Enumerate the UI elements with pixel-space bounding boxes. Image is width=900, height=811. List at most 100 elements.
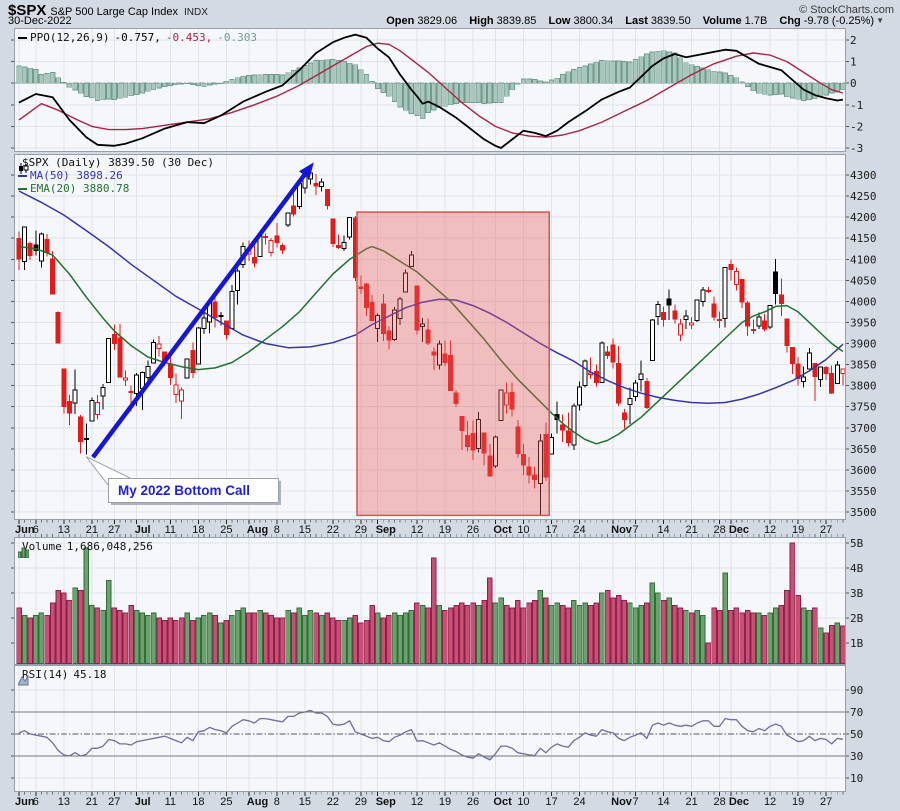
svg-text:Jun: Jun bbox=[15, 796, 35, 808]
svg-text:Jun: Jun bbox=[15, 524, 35, 536]
svg-text:3800: 3800 bbox=[850, 380, 877, 393]
svg-text:4150: 4150 bbox=[850, 232, 877, 245]
svg-text:21: 21 bbox=[86, 796, 98, 808]
svg-text:30: 30 bbox=[850, 750, 863, 763]
symbol-title: $SPX S&P 500 Large Cap Index INDX bbox=[8, 2, 208, 20]
svg-text:3B: 3B bbox=[850, 587, 864, 600]
last-value: 3839.50 bbox=[650, 15, 691, 27]
ema20-legend: EMA(20) 3880.78 bbox=[30, 182, 130, 195]
ema20-line-icon bbox=[18, 187, 27, 190]
svg-text:21: 21 bbox=[86, 524, 98, 536]
svg-text:10: 10 bbox=[517, 524, 529, 536]
svg-text:17: 17 bbox=[545, 796, 557, 808]
svg-text:-3: -3 bbox=[850, 142, 863, 152]
svg-text:21: 21 bbox=[685, 796, 697, 808]
quote-strip: Open 3829.06 High 3839.85 Low 3800.34 Last 3… bbox=[377, 15, 884, 27]
svg-text:3700: 3700 bbox=[850, 422, 877, 435]
ppo-indicator-panel: 2 1 0 -1 -2 -3 bbox=[11, 28, 863, 152]
svg-text:5B: 5B bbox=[850, 537, 864, 550]
svg-text:70: 70 bbox=[850, 706, 863, 719]
svg-text:27: 27 bbox=[108, 796, 120, 808]
main-legend-title: $SPX (Daily) 3839.50 (30 Dec) bbox=[22, 156, 215, 169]
high-value: 3839.85 bbox=[496, 15, 537, 27]
svg-text:12: 12 bbox=[411, 524, 423, 536]
svg-text:Oct: Oct bbox=[493, 796, 512, 808]
svg-text:3550: 3550 bbox=[850, 485, 877, 498]
svg-text:Dec: Dec bbox=[729, 524, 749, 536]
svg-text:26: 26 bbox=[467, 524, 479, 536]
open-value: 3829.06 bbox=[417, 15, 458, 27]
svg-text:7: 7 bbox=[632, 524, 638, 536]
svg-text:13: 13 bbox=[58, 796, 70, 808]
svg-text:24: 24 bbox=[573, 796, 585, 808]
svg-text:50: 50 bbox=[850, 728, 863, 741]
svg-text:3500: 3500 bbox=[850, 506, 877, 519]
svg-text:Aug: Aug bbox=[247, 796, 268, 808]
svg-text:6: 6 bbox=[33, 524, 39, 536]
svg-text:26: 26 bbox=[467, 796, 479, 808]
rsi-legend-value: 45.18 bbox=[73, 668, 107, 681]
svg-text:Sep: Sep bbox=[376, 796, 396, 808]
svg-text:17: 17 bbox=[545, 524, 557, 536]
volume-label: Volume bbox=[702, 15, 742, 27]
ticker-symbol: $SPX bbox=[8, 2, 47, 19]
svg-text:4050: 4050 bbox=[850, 274, 877, 287]
low-value: 3800.34 bbox=[573, 15, 614, 27]
low-label: Low bbox=[548, 15, 571, 27]
svg-text:4300: 4300 bbox=[850, 169, 877, 182]
svg-text:24: 24 bbox=[573, 524, 585, 536]
svg-text:6: 6 bbox=[33, 796, 39, 808]
svg-text:10: 10 bbox=[517, 796, 529, 808]
svg-text:12: 12 bbox=[764, 796, 776, 808]
ppo-signal-value: -0.453, bbox=[165, 31, 213, 44]
svg-text:4200: 4200 bbox=[850, 211, 877, 224]
svg-text:15: 15 bbox=[299, 796, 311, 808]
svg-text:Jul: Jul bbox=[135, 796, 151, 808]
svg-text:22: 22 bbox=[327, 796, 339, 808]
ppo-legend-label: PPO(12,26,9) bbox=[30, 31, 110, 44]
svg-text:0: 0 bbox=[850, 77, 857, 90]
svg-text:2: 2 bbox=[850, 34, 857, 47]
svg-text:2B: 2B bbox=[850, 612, 864, 625]
svg-text:28: 28 bbox=[714, 796, 726, 808]
svg-text:1B: 1B bbox=[850, 637, 864, 650]
svg-text:Dec: Dec bbox=[729, 796, 749, 808]
volume-legend-value: 1,686,048,256 bbox=[66, 540, 153, 553]
svg-text:3650: 3650 bbox=[850, 443, 877, 456]
svg-text:3900: 3900 bbox=[850, 338, 877, 351]
ppo-hist-value: -0.303 bbox=[217, 31, 257, 44]
ma50-line-icon bbox=[18, 174, 27, 177]
svg-text:21: 21 bbox=[685, 524, 697, 536]
open-label: Open bbox=[386, 15, 415, 27]
volume-panel: 5B 4B 3B 2B 1B bbox=[11, 537, 864, 665]
svg-text:-1: -1 bbox=[850, 99, 863, 112]
svg-text:12: 12 bbox=[764, 524, 776, 536]
svg-text:8: 8 bbox=[274, 524, 280, 536]
svg-text:4000: 4000 bbox=[850, 295, 877, 308]
ppo-value: -0.757, bbox=[114, 31, 161, 44]
svg-text:Sep: Sep bbox=[376, 524, 396, 536]
svg-text:7: 7 bbox=[632, 796, 638, 808]
svg-text:11: 11 bbox=[165, 524, 176, 536]
svg-text:12: 12 bbox=[411, 796, 423, 808]
copyright: © StockCharts.com bbox=[799, 4, 894, 16]
volume-value: 1.7B bbox=[744, 15, 768, 27]
svg-text:8: 8 bbox=[274, 796, 280, 808]
volume-legend-label: Volume bbox=[22, 540, 62, 553]
last-label: Last bbox=[625, 15, 648, 27]
chg-label: Chg bbox=[779, 15, 801, 27]
svg-text:Aug: Aug bbox=[247, 524, 268, 536]
rsi-panel: 90 70 50 30 10 bbox=[11, 665, 863, 792]
svg-text:19: 19 bbox=[439, 524, 451, 536]
svg-text:19: 19 bbox=[792, 524, 804, 536]
svg-text:14: 14 bbox=[657, 524, 669, 536]
svg-text:3850: 3850 bbox=[850, 359, 877, 372]
svg-text:11: 11 bbox=[165, 796, 176, 808]
svg-text:Nov: Nov bbox=[611, 524, 633, 536]
ma50-legend: MA(50) 3898.26 bbox=[30, 169, 123, 182]
exchange-label: INDX bbox=[183, 7, 208, 18]
svg-text:3750: 3750 bbox=[850, 401, 877, 414]
